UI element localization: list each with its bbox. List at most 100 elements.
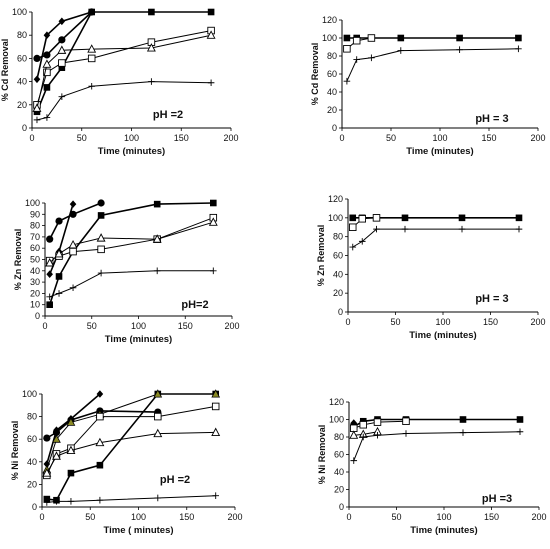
y-tick-label: 80 [30, 221, 40, 231]
data-point [55, 290, 63, 297]
data-point [343, 77, 351, 85]
y-tick-label: 120 [329, 397, 344, 407]
data-point [97, 212, 105, 219]
series-plus [33, 78, 215, 124]
data-point [96, 390, 104, 398]
data-point [456, 34, 463, 42]
ph-annotation: pH =3 [482, 493, 512, 505]
series-filled-triangle [42, 389, 221, 474]
data-point [148, 78, 155, 85]
data-point [516, 416, 524, 423]
x-tick-label: 0 [42, 321, 47, 331]
data-point [43, 84, 51, 91]
series-open-square [45, 213, 218, 265]
x-tick-label: 100 [131, 321, 146, 331]
x-tick-label: 100 [124, 133, 139, 143]
data-point [43, 51, 51, 59]
data-point [148, 8, 155, 16]
data-point [43, 114, 51, 121]
x-tick-label: 200 [530, 317, 545, 327]
ph-annotation: pH = 3 [475, 113, 508, 125]
series-circle [43, 407, 162, 442]
data-point [68, 239, 78, 249]
series-line [46, 393, 101, 465]
data-point [97, 199, 105, 207]
data-point [210, 199, 217, 207]
data-point [367, 34, 376, 42]
ph-annotation: pH =2 [153, 109, 183, 121]
x-tick-label: 100 [435, 317, 450, 327]
x-tick-label: 0 [346, 512, 351, 522]
data-point [459, 416, 467, 423]
data-point [43, 68, 51, 77]
data-point [458, 225, 466, 233]
x-tick-label: 0 [39, 512, 44, 522]
y-axis-label: % Ni Removal [317, 425, 327, 485]
data-point [46, 270, 53, 278]
y-tick-label: 60 [30, 243, 40, 253]
y-tick-label: 20 [27, 479, 37, 489]
data-point [54, 248, 64, 258]
data-point [358, 238, 366, 245]
data-point [57, 45, 67, 54]
data-point [373, 418, 382, 426]
data-point [154, 494, 162, 502]
x-tick-label: 0 [345, 317, 350, 327]
data-point [97, 245, 105, 254]
data-point [154, 412, 162, 421]
x-tick-label: 50 [85, 512, 95, 522]
data-point [358, 215, 367, 223]
data-point [58, 93, 66, 100]
data-point [459, 429, 467, 436]
data-point [97, 269, 105, 277]
data-point [88, 82, 95, 90]
data-point [401, 225, 409, 233]
y-tick-label: 20 [334, 485, 344, 495]
data-point [515, 225, 523, 233]
y-tick-label: 40 [27, 457, 37, 467]
data-point [343, 45, 351, 53]
y-axis-label: % Ni Removal [10, 421, 20, 481]
chart-ni-ph2: 0 20 40 60 80 100 0 50 100 150 200 Time ( minutes)%… [10, 389, 243, 536]
data-point [55, 273, 63, 280]
y-tick-label: 100 [25, 198, 40, 208]
data-point [67, 498, 75, 505]
data-point [96, 461, 104, 469]
y-tick-label: 80 [27, 412, 37, 422]
data-point [359, 421, 368, 429]
y-axis-label: % Cd Removal [0, 39, 10, 102]
y-tick-label: 0 [22, 123, 27, 133]
y-tick-label: 50 [30, 255, 40, 265]
series-open-square [350, 417, 410, 433]
series-diamond [33, 8, 95, 84]
data-point [45, 258, 55, 267]
y-axis-label: % Cd Removal [310, 43, 320, 106]
series-open-square [349, 214, 381, 231]
data-point [46, 301, 53, 308]
data-point [33, 54, 41, 63]
series-circle [46, 199, 105, 243]
x-tick-label: 150 [483, 317, 498, 327]
data-point [211, 427, 221, 436]
x-tick-label: 100 [436, 512, 451, 522]
data-point [58, 59, 66, 67]
data-point [211, 389, 221, 398]
data-point [152, 234, 162, 243]
data-point [343, 34, 351, 42]
data-point [87, 44, 97, 53]
chart-ni-ph3: 0 20 40 60 80 100 120 0 50 100 150 200 Time (minutes… [317, 397, 547, 536]
series-line [36, 34, 212, 109]
data-point [153, 389, 163, 398]
data-point [373, 225, 380, 233]
data-point [212, 492, 219, 499]
data-point [516, 428, 524, 436]
ph-annotation: pH=2 [181, 299, 208, 311]
data-point [206, 30, 216, 39]
y-tick-label: 40 [17, 77, 27, 87]
y-tick-label: 70 [30, 232, 40, 242]
data-point [515, 214, 523, 222]
data-point [153, 428, 163, 438]
y-tick-label: 0 [35, 311, 40, 321]
series-plus [350, 428, 524, 464]
